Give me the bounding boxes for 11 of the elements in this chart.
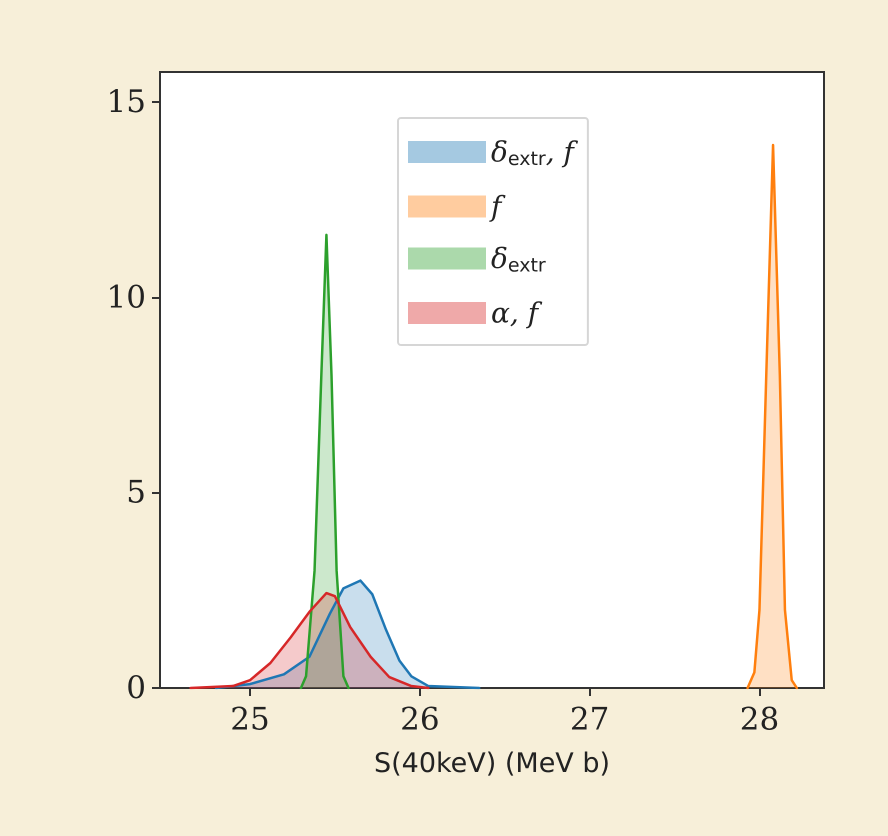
x-tick-label: 25 [230, 702, 270, 738]
y-tick-label: 0 [126, 670, 146, 706]
x-axis-title: S(40keV) (MeV b) [374, 748, 610, 779]
legend-label: f [489, 190, 506, 223]
y-tick-label: 10 [106, 279, 146, 316]
y-tick-label: 5 [126, 474, 146, 511]
x-tick-label: 28 [740, 702, 780, 738]
y-tick-label: 15 [106, 84, 146, 120]
x-tick-label: 26 [400, 702, 440, 738]
x-tick-label: 27 [570, 702, 610, 738]
legend-label: α, f [491, 296, 543, 330]
